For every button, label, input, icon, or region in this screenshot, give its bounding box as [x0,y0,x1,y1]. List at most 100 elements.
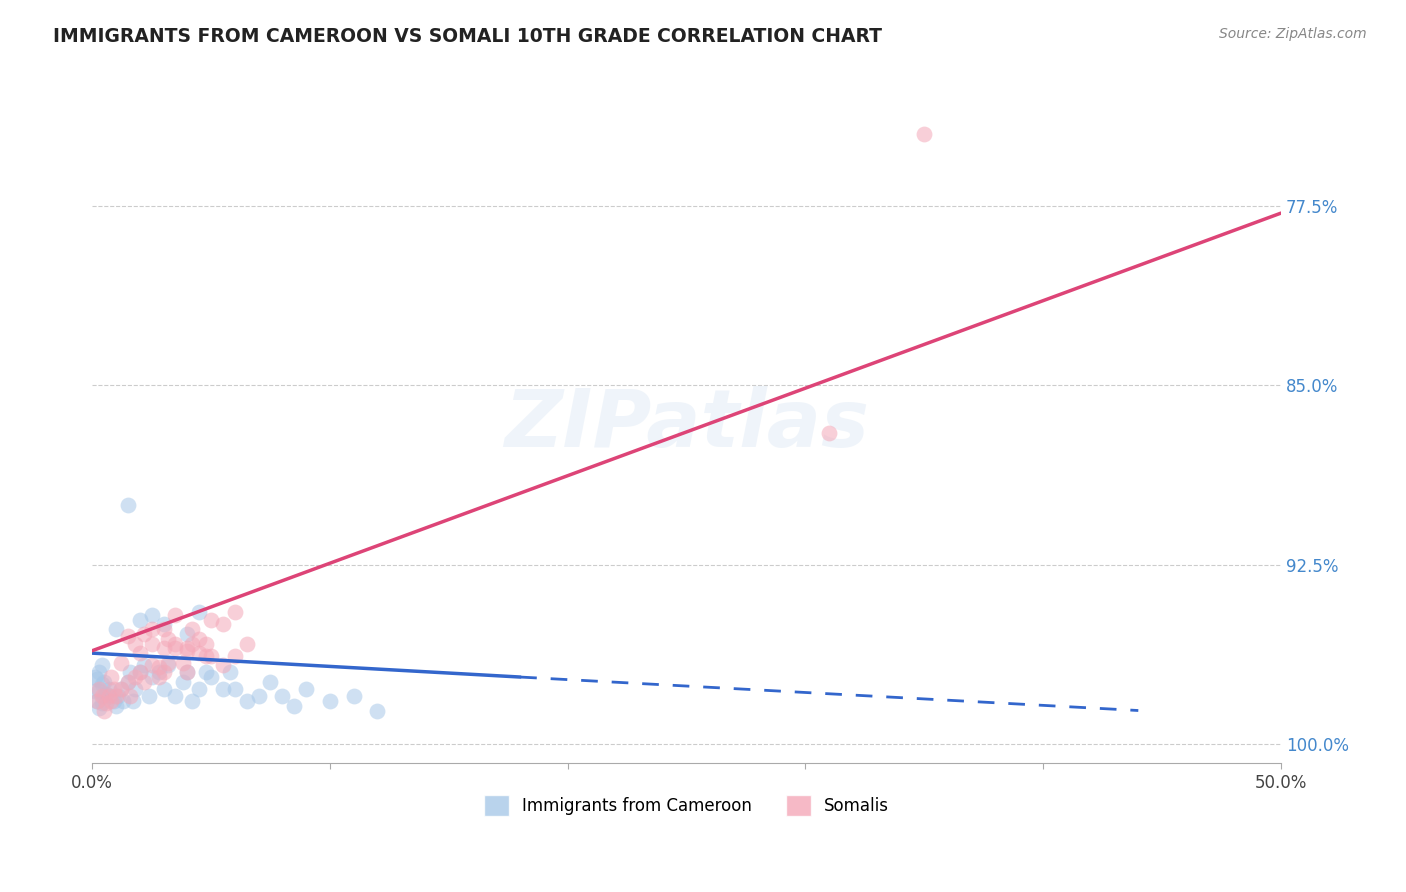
Point [152,617,174,632]
Point [912,127,935,141]
Point [138,689,160,703]
Point [104,689,127,703]
Point [200,613,222,627]
Point [141,670,163,684]
Point [157,658,180,673]
Point [212,681,235,696]
Point [195,648,218,663]
Point [128,613,150,627]
Point [165,607,187,622]
Point [224,648,246,663]
Point [128,646,150,660]
Point [157,632,180,646]
Point [188,681,211,696]
Point [172,656,194,670]
Text: IMMIGRANTS FROM CAMEROON VS SOMALI 10TH GRADE CORRELATION CHART: IMMIGRANTS FROM CAMEROON VS SOMALI 10TH … [53,27,883,45]
Point [200,648,222,663]
Point [141,658,163,673]
Point [181,636,204,650]
Point [112,694,135,708]
Point [235,636,257,650]
Point [247,689,270,703]
Point [224,606,246,620]
Point [100,670,122,684]
Point [120,665,142,680]
Point [295,681,318,696]
Point [89,681,111,696]
Point [343,689,366,703]
Point [141,607,163,622]
Point [148,670,170,684]
Point [86,673,108,687]
Point [157,656,180,670]
Point [124,681,146,696]
Point [100,689,122,703]
Point [235,694,257,708]
Point [271,689,294,703]
Point [188,606,211,620]
Point [165,641,187,656]
Point [128,665,150,680]
Point [128,665,150,680]
Point [86,694,108,708]
Point [93,674,115,689]
Point [124,636,146,650]
Point [152,622,174,636]
Point [176,641,198,656]
Point [117,674,139,689]
Point [96,697,118,711]
Point [110,681,132,696]
Point [90,658,112,673]
Point [89,684,111,698]
Text: Source: ZipAtlas.com: Source: ZipAtlas.com [1219,27,1367,41]
Point [89,701,111,715]
Point [83,684,105,698]
Point [124,670,146,684]
Point [83,670,105,684]
Point [319,694,342,708]
Point [259,674,281,689]
Point [224,681,246,696]
Point [188,632,211,646]
Point [141,636,163,650]
Point [104,622,127,636]
Point [219,665,242,680]
Point [110,656,132,670]
Point [366,704,388,718]
Point [93,689,115,703]
Legend: Immigrants from Cameroon, Somalis: Immigrants from Cameroon, Somalis [478,789,896,822]
Point [93,704,115,718]
Point [176,627,198,641]
Point [176,665,198,680]
Point [90,689,112,703]
Point [152,641,174,656]
Point [148,660,170,674]
Point [120,689,142,703]
Point [134,627,156,641]
Point [152,665,174,680]
Point [188,646,211,660]
Point [104,698,127,713]
Point [212,617,235,632]
Point [165,636,187,650]
Point [90,697,112,711]
Point [117,629,139,643]
Point [96,687,118,701]
Point [103,694,125,708]
Point [283,698,305,713]
Point [200,670,222,684]
Point [165,689,187,703]
Point [141,622,163,636]
Point [212,658,235,673]
Point [97,681,120,696]
Point [121,694,143,708]
Point [86,694,108,708]
Point [117,674,139,689]
Point [134,658,156,673]
Point [176,665,198,680]
Point [152,681,174,696]
Point [89,665,111,680]
Point [172,674,194,689]
Point [181,694,204,708]
Point [176,644,198,658]
